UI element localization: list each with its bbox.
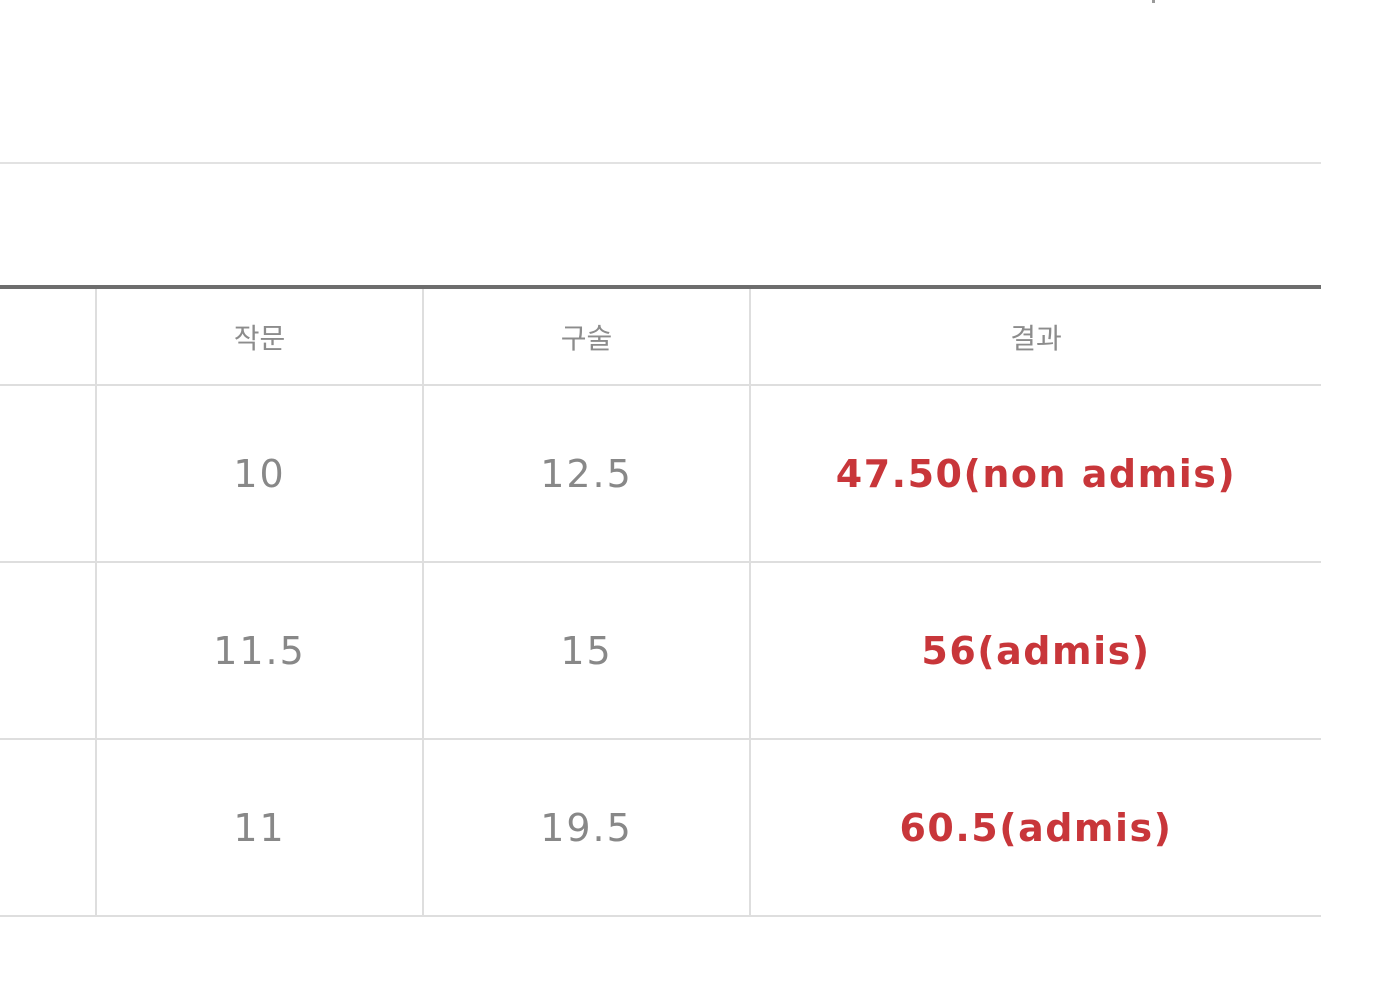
header-cell-first xyxy=(0,287,96,386)
section-divider xyxy=(0,162,1321,164)
cell-oral-score: 19.5 xyxy=(422,739,750,917)
cell-first xyxy=(0,562,96,740)
cell-result: 47.50(non admis) xyxy=(749,385,1321,563)
cell-first xyxy=(0,385,96,563)
table-row: 11 19.5 60.5(admis) xyxy=(0,739,1321,917)
cell-writing-score: 11.5 xyxy=(95,562,423,740)
cell-writing-score: 10 xyxy=(95,385,423,563)
table-row: 11.5 15 56(admis) xyxy=(0,562,1321,740)
table-header-row: 작문 구술 결과 xyxy=(0,287,1321,386)
cell-first xyxy=(0,739,96,917)
cell-oral-score: 12.5 xyxy=(422,385,750,563)
score-table: 작문 구술 결과 10 12.5 47.50(non admis) 11.5 1… xyxy=(0,285,1321,917)
table-row: 10 12.5 47.50(non admis) xyxy=(0,385,1321,563)
cell-result: 60.5(admis) xyxy=(749,739,1321,917)
header-cell-writing: 작문 xyxy=(95,287,423,386)
header-cell-result: 결과 xyxy=(749,287,1321,386)
cell-writing-score: 11 xyxy=(95,739,423,917)
cell-oral-score: 15 xyxy=(422,562,750,740)
header-cell-oral: 구술 xyxy=(422,287,750,386)
cropped-text-fragment xyxy=(1152,0,1155,3)
cell-result: 56(admis) xyxy=(749,562,1321,740)
